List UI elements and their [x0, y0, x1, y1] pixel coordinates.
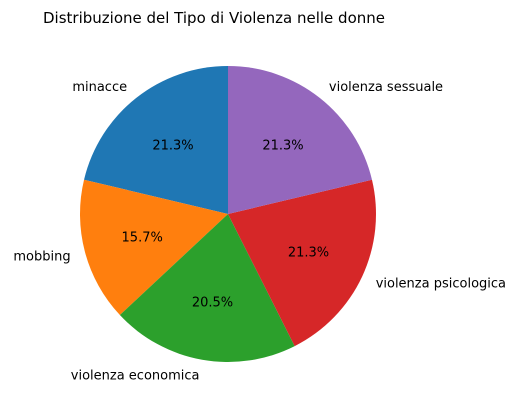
pie-slice-minacce — [84, 66, 228, 214]
pie-labels: 21.3% minacce 15.7% mobbing 20.5% violenza ec… — [13, 80, 506, 383]
pie-slice-violenza-economica — [119, 214, 295, 362]
pie-category-label: violenza economica — [71, 368, 200, 383]
pie-slices — [80, 66, 376, 362]
pie-slice-violenza-psicologica — [228, 179, 376, 347]
pie-category-label: minacce — [72, 80, 127, 95]
pie-pct-label: 15.7% — [122, 231, 163, 246]
pie-pct-label: 21.3% — [152, 138, 193, 153]
pie-slice-violenza-sessuale — [228, 66, 372, 214]
pie-pct-label: 21.3% — [288, 245, 329, 260]
pie-pct-label: 21.3% — [262, 138, 303, 153]
pie-slice-mobbing — [80, 179, 228, 316]
chart-title: Distribuzione del Tipo di Violenza nelle… — [43, 9, 385, 27]
pie-category-label: mobbing — [13, 250, 70, 265]
pie-category-label: violenza sessuale — [329, 80, 443, 95]
pie-category-label: violenza psicologica — [376, 277, 506, 292]
pie-pct-label: 20.5% — [192, 295, 233, 310]
